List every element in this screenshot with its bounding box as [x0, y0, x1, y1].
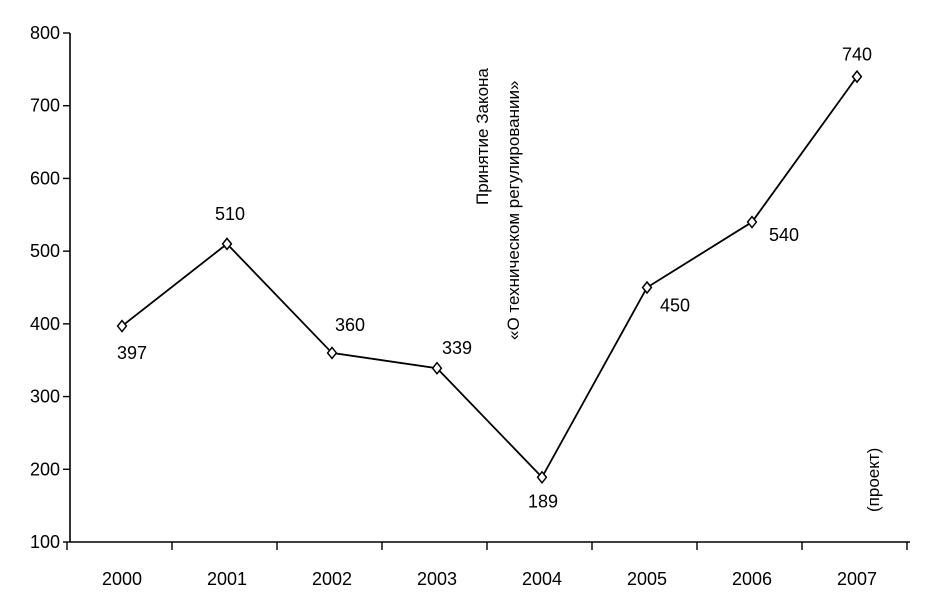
x-ticks: 2000 2001 2002 2003 2004 2005 2006 2007 — [66, 542, 908, 589]
data-point — [641, 280, 653, 295]
data-point — [851, 69, 863, 84]
x-tick-label: 2003 — [417, 569, 457, 589]
x-tick-label: 2002 — [312, 569, 352, 589]
y-tick-label: 400 — [30, 314, 60, 334]
y-tick-label: 800 — [30, 23, 60, 43]
data-label: 450 — [660, 296, 690, 316]
y-tick-label: 300 — [30, 387, 60, 407]
data-point — [746, 215, 758, 229]
x-tick-label: 2007 — [837, 569, 877, 589]
x-tick-label: 2004 — [522, 569, 562, 589]
y-tick-label: 700 — [30, 96, 60, 116]
data-label: 189 — [528, 491, 558, 511]
y-ticks: 100 200 300 400 500 600 700 800 — [30, 23, 70, 552]
data-point — [326, 346, 338, 360]
data-label: 397 — [117, 343, 147, 363]
annotation-project: (проект) — [864, 448, 883, 512]
annotation-law-line1: Принятие Закона — [473, 68, 492, 205]
y-tick-label: 200 — [30, 459, 60, 479]
data-point — [536, 470, 548, 484]
x-tick-label: 2006 — [732, 569, 772, 589]
x-tick-label: 2001 — [207, 569, 247, 589]
data-point — [431, 361, 443, 375]
y-tick-label: 100 — [30, 532, 60, 552]
series-1 — [116, 69, 863, 484]
annotation-law-line2: «О техническом регулировании» — [504, 81, 523, 340]
data-point — [116, 319, 128, 333]
data-point — [221, 237, 233, 251]
data-label: 510 — [215, 204, 245, 224]
data-label: 540 — [769, 225, 799, 245]
y-tick-label: 600 — [30, 168, 60, 188]
data-label: 339 — [442, 338, 472, 358]
data-label: 360 — [335, 315, 365, 335]
y-tick-label: 500 — [30, 241, 60, 261]
x-tick-label: 2000 — [102, 569, 142, 589]
series-line — [121, 76, 858, 479]
data-labels: 397 510 360 339 189 450 540 740 — [117, 45, 872, 512]
data-label: 740 — [842, 45, 872, 65]
x-tick-label: 2005 — [627, 569, 667, 589]
